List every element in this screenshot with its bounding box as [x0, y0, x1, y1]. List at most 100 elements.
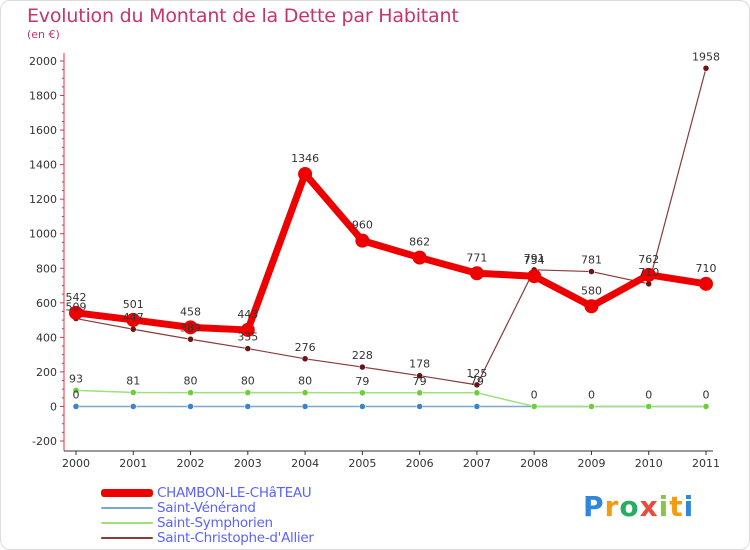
data-point	[588, 268, 595, 275]
x-tick-label: 2005	[348, 457, 376, 470]
data-point	[126, 312, 141, 327]
series-line	[75, 68, 707, 386]
logo-letter: i	[658, 490, 670, 523]
data-point	[72, 403, 80, 410]
data-label: 389	[180, 321, 201, 334]
data-label: 710	[638, 266, 659, 279]
data-label: 80	[184, 375, 198, 388]
data-point	[530, 403, 538, 410]
legend-label: Saint-Symphorien	[157, 514, 273, 531]
data-label: 79	[470, 375, 484, 388]
data-label: 276	[295, 341, 316, 354]
data-point	[301, 403, 309, 410]
data-label: 580	[581, 284, 602, 297]
y-tick-label: 1400	[29, 159, 57, 172]
data-label: 458	[180, 305, 201, 318]
logo-letter: i	[683, 490, 695, 523]
data-point	[645, 403, 652, 410]
data-point	[69, 305, 83, 320]
data-point	[187, 403, 194, 410]
legend-swatch	[101, 488, 153, 497]
data-point	[187, 336, 194, 343]
data-label: 0	[645, 388, 652, 401]
y-tick-label: 600	[36, 297, 57, 310]
y-tick-label: -200	[32, 435, 57, 448]
x-tick-label: 2007	[463, 457, 491, 470]
data-label: 791	[524, 252, 545, 265]
data-label: 93	[69, 372, 83, 385]
legend-label: Saint-Christophe-d'Allier	[157, 529, 314, 546]
y-tick-label: 800	[36, 262, 57, 275]
chart-legend: CHAMBON-LE-CHâTEAU Saint-Vénérand Saint-Sy…	[101, 485, 314, 546]
data-point	[301, 355, 309, 363]
data-label: 0	[531, 388, 538, 401]
data-label: 80	[298, 375, 312, 388]
data-point	[588, 403, 595, 410]
data-point	[130, 325, 137, 333]
y-tick-label: 1800	[29, 90, 57, 103]
data-point	[473, 403, 481, 410]
data-point	[416, 389, 423, 397]
data-label: 509	[66, 301, 87, 314]
data-point	[416, 372, 423, 379]
x-tick-label: 2008	[520, 457, 548, 470]
chart-title: Evolution du Montant de la Dette par Hab…	[27, 5, 459, 27]
x-tick-label: 2002	[177, 457, 205, 470]
data-point	[473, 389, 481, 397]
data-label: 862	[409, 236, 430, 249]
data-point	[130, 389, 137, 396]
data-label: 501	[123, 298, 144, 311]
data-label: 125	[466, 367, 487, 380]
data-label: 1958	[692, 50, 720, 63]
data-point	[244, 345, 252, 352]
data-label: 0	[703, 388, 710, 401]
data-label: 960	[352, 219, 373, 232]
data-label: 0	[588, 388, 595, 401]
chart-subtitle: (en €)	[27, 28, 60, 41]
x-tick-label: 2010	[635, 457, 663, 470]
data-label: 771	[466, 251, 487, 264]
x-tick-label: 2009	[577, 457, 605, 470]
data-label: 79	[413, 375, 427, 388]
data-label: 754	[524, 254, 545, 267]
x-tick-label: 2000	[62, 457, 90, 470]
data-point	[301, 389, 309, 396]
data-label: 781	[581, 254, 602, 267]
legend-label: Saint-Vénérand	[157, 499, 256, 516]
data-point	[584, 299, 599, 314]
legend-swatch	[101, 506, 153, 509]
data-point	[355, 233, 370, 248]
logo-letter: o	[619, 490, 640, 523]
y-tick-label: 200	[36, 366, 57, 379]
logo-letter: P	[583, 490, 605, 523]
data-point	[702, 65, 710, 72]
data-label: 81	[126, 374, 140, 387]
data-point	[183, 320, 198, 335]
data-label: 443	[237, 308, 258, 321]
data-label: 710	[696, 262, 717, 275]
data-point	[527, 269, 542, 284]
data-point	[359, 363, 366, 371]
x-tick-label: 2006	[406, 457, 434, 470]
legend-item: Saint-Christophe-d'Allier	[101, 529, 314, 546]
logo-letter: r	[604, 490, 620, 523]
series-line	[75, 170, 707, 334]
data-label: 0	[73, 388, 80, 401]
data-label: 335	[237, 331, 258, 344]
data-point	[702, 403, 710, 410]
data-point	[187, 389, 194, 396]
y-tick-label: 1000	[29, 228, 57, 241]
y-tick-label: 400	[36, 331, 57, 344]
data-label: 762	[638, 253, 659, 266]
data-point	[699, 276, 713, 291]
legend-item: CHAMBON-LE-CHâTEAU	[101, 485, 314, 501]
y-tick-label: 1200	[29, 193, 57, 206]
data-point	[298, 166, 313, 181]
data-label: 542	[66, 291, 87, 304]
x-tick-label: 2011	[692, 457, 720, 470]
data-point	[359, 403, 366, 410]
legend-swatch	[101, 521, 153, 524]
data-point	[244, 389, 252, 396]
